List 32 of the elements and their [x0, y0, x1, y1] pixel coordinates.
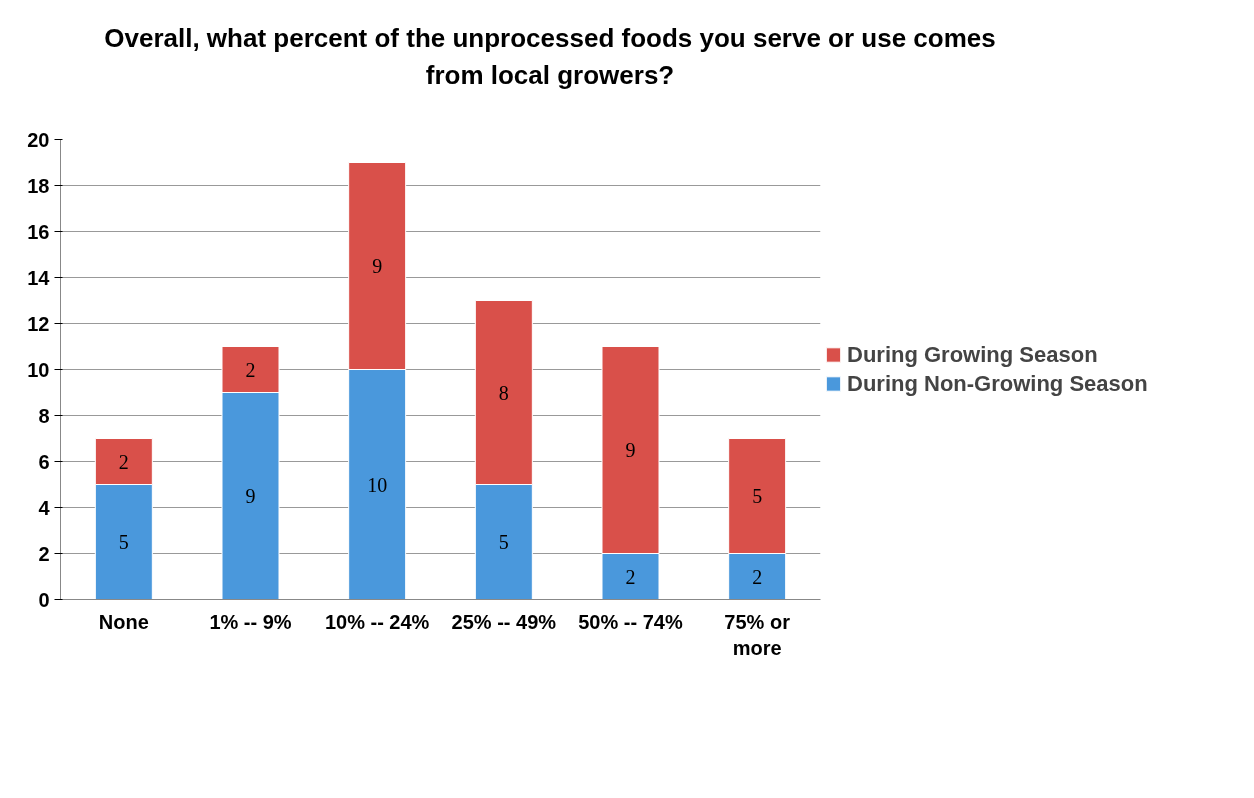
chart-title: Overall, what percent of the unprocessed foods you serve or use comes from local growers?	[103, 22, 997, 93]
legend-label: During Growing Season	[847, 341, 1098, 368]
data-label: 9	[245, 485, 256, 508]
y-tick-label: 14	[27, 266, 51, 289]
y-tick-label: 12	[27, 312, 50, 335]
data-label: 10	[367, 473, 388, 496]
data-label: 8	[498, 381, 509, 404]
y-tick-label: 20	[27, 128, 50, 151]
data-label: 9	[625, 439, 636, 462]
y-tick-label: 2	[38, 542, 50, 565]
data-label: 9	[372, 255, 383, 278]
y-tick-label: 18	[27, 174, 50, 197]
y-tick-label: 6	[38, 450, 50, 473]
data-label: 5	[498, 531, 509, 554]
data-label: 5	[752, 485, 763, 508]
x-tick-label: 25% -- 49%	[451, 610, 557, 633]
x-tick-label: 75% or more	[724, 610, 791, 660]
data-label: 5	[118, 531, 129, 554]
y-tick-label: 16	[27, 220, 50, 243]
y-tick-label: 0	[38, 588, 50, 611]
x-tick-label: 50% -- 74%	[578, 610, 683, 633]
data-label: 2	[752, 565, 763, 588]
y-tick-label: 4	[38, 496, 51, 519]
y-tick-label: 10	[27, 358, 50, 381]
y-tick-label: 8	[38, 404, 50, 427]
data-label: 2	[118, 450, 129, 473]
x-tick-label: None	[98, 610, 149, 633]
data-label: 2	[625, 565, 636, 588]
x-tick-label: 10% -- 24%	[324, 610, 430, 633]
data-label: 2	[245, 358, 256, 381]
x-tick-label: 1% -- 9%	[209, 610, 292, 633]
legend-label: During Non-Growing Season	[847, 370, 1148, 397]
